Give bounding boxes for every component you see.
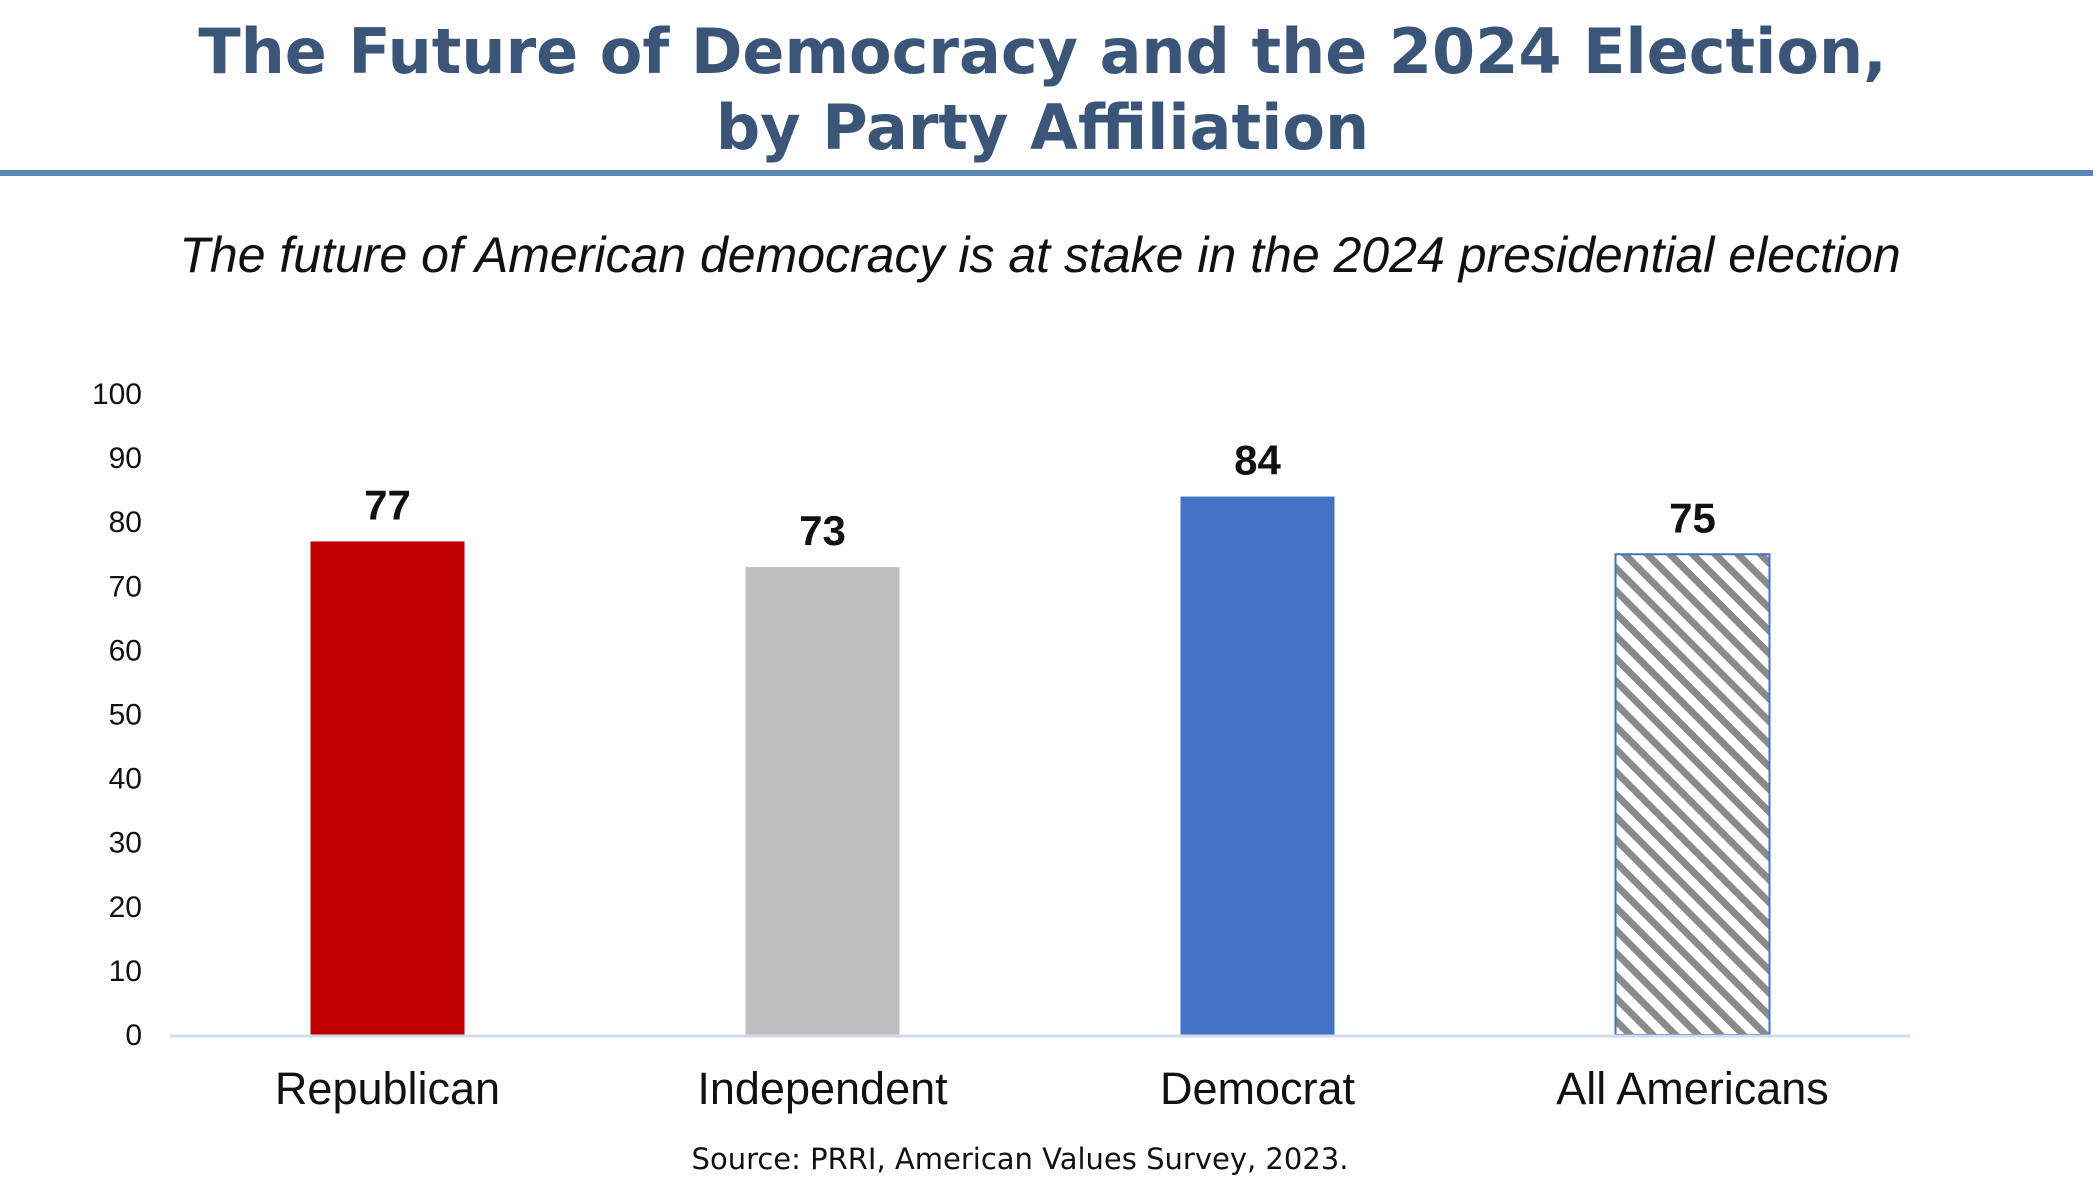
bar-democrat xyxy=(1180,496,1335,1035)
bar-value-label: 77 xyxy=(364,481,411,528)
y-tick-label: 80 xyxy=(109,506,142,539)
x-category-label: Democrat xyxy=(1160,1063,1356,1114)
bar-republican xyxy=(310,541,465,1035)
title-divider xyxy=(0,170,2093,176)
bar-value-label: 73 xyxy=(799,507,846,554)
y-tick-label: 10 xyxy=(109,955,142,988)
chart-subtitle: The future of American democracy is at s… xyxy=(179,227,1901,283)
x-category-label: Independent xyxy=(697,1063,948,1114)
y-tick-label: 60 xyxy=(109,634,142,667)
bar-independent xyxy=(745,567,900,1035)
y-tick-label: 100 xyxy=(92,378,142,411)
bar-all-americans xyxy=(1614,553,1771,1036)
y-axis: 0 10 20 30 40 50 60 70 80 90 100 xyxy=(92,378,142,1052)
y-tick-label: 30 xyxy=(109,827,142,860)
page-title: The Future of Democracy and the 2024 Ele… xyxy=(0,14,2085,166)
y-tick-label: 50 xyxy=(109,699,142,732)
bars-group: 77 73 84 75 xyxy=(310,437,1771,1036)
y-tick-label: 90 xyxy=(109,442,142,475)
y-tick-label: 20 xyxy=(109,891,142,924)
y-tick-label: 0 xyxy=(125,1019,142,1052)
source-note: Source: PRRI, American Values Survey, 20… xyxy=(691,1142,1349,1176)
bar-value-label: 84 xyxy=(1234,437,1281,484)
y-tick-label: 70 xyxy=(109,570,142,603)
title-line-1: The Future of Democracy and the 2024 Ele… xyxy=(198,15,1887,88)
bar-chart: 0 10 20 30 40 50 60 70 80 90 100 77 73 84 75 Republic… xyxy=(92,378,1910,1114)
x-category-label: Republican xyxy=(275,1063,500,1114)
x-axis: Republican Independent Democrat All America… xyxy=(170,1034,1910,1114)
bar-value-label: 75 xyxy=(1669,494,1716,541)
x-category-label: All Americans xyxy=(1556,1063,1829,1114)
y-tick-label: 40 xyxy=(109,763,142,796)
title-line-2: by Party Affiliation xyxy=(715,91,1370,164)
